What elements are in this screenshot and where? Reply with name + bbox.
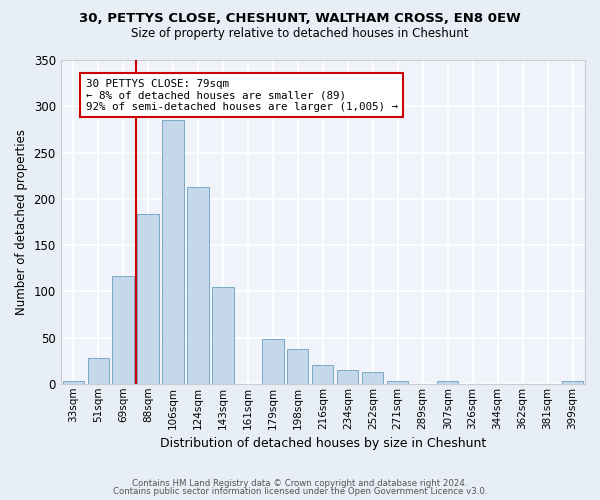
Bar bbox=[312, 366, 334, 384]
Bar bbox=[337, 370, 358, 384]
Text: 30, PETTYS CLOSE, CHESHUNT, WALTHAM CROSS, EN8 0EW: 30, PETTYS CLOSE, CHESHUNT, WALTHAM CROS… bbox=[79, 12, 521, 26]
Bar bbox=[262, 340, 284, 384]
X-axis label: Distribution of detached houses by size in Cheshunt: Distribution of detached houses by size … bbox=[160, 437, 486, 450]
Bar bbox=[112, 276, 134, 384]
Bar bbox=[163, 120, 184, 384]
Bar bbox=[212, 286, 233, 384]
Text: 30 PETTYS CLOSE: 79sqm
← 8% of detached houses are smaller (89)
92% of semi-deta: 30 PETTYS CLOSE: 79sqm ← 8% of detached … bbox=[86, 78, 398, 112]
Bar bbox=[562, 381, 583, 384]
Bar bbox=[387, 381, 409, 384]
Bar bbox=[362, 372, 383, 384]
Text: Contains public sector information licensed under the Open Government Licence v3: Contains public sector information licen… bbox=[113, 487, 487, 496]
Bar bbox=[187, 186, 209, 384]
Text: Size of property relative to detached houses in Cheshunt: Size of property relative to detached ho… bbox=[131, 28, 469, 40]
Text: Contains HM Land Registry data © Crown copyright and database right 2024.: Contains HM Land Registry data © Crown c… bbox=[132, 478, 468, 488]
Bar bbox=[437, 381, 458, 384]
Y-axis label: Number of detached properties: Number of detached properties bbox=[15, 129, 28, 315]
Bar bbox=[137, 214, 158, 384]
Bar bbox=[62, 381, 84, 384]
Bar bbox=[88, 358, 109, 384]
Bar bbox=[287, 348, 308, 384]
